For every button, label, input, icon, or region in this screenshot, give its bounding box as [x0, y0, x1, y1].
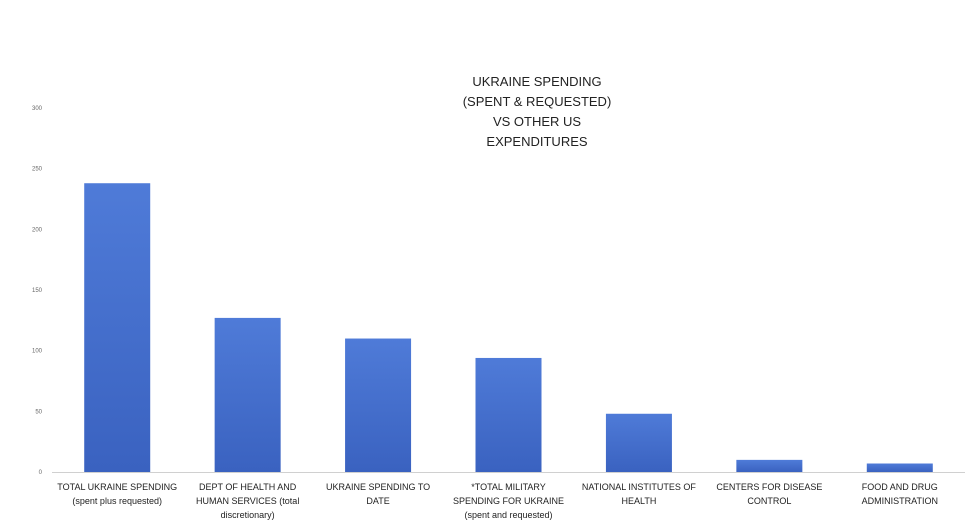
- bar: [214, 317, 281, 472]
- y-tick-label: 150: [32, 288, 43, 294]
- x-tick-label: TOTAL UKRAINE SPENDING (spent plus reques…: [57, 482, 177, 506]
- bar: [84, 183, 151, 472]
- x-tick-label-line: *TOTAL MILITARY: [471, 482, 546, 492]
- x-tick-label-line: DATE: [366, 496, 389, 506]
- y-tick-label: 100: [32, 349, 43, 355]
- y-tick-label: 50: [35, 409, 42, 415]
- x-tick-label: NATIONAL INSTITUTES OF HEALTH: [582, 482, 697, 506]
- x-tick-label-line: TOTAL UKRAINE SPENDING: [57, 482, 177, 492]
- bar: [345, 338, 412, 472]
- x-tick-label-line: HEALTH: [622, 496, 657, 506]
- x-tick-label: *TOTAL MILITARY SPENDING FOR UKRAINE (spen…: [453, 482, 564, 520]
- y-tick-label: 300: [32, 106, 43, 112]
- x-tick-label-line: ADMINISTRATION: [862, 496, 938, 506]
- bars: [84, 183, 933, 472]
- chart-title-line: VS OTHER US: [493, 114, 581, 129]
- x-tick-label-line: (spent plus requested): [72, 496, 162, 506]
- chart-title-line: UKRAINE SPENDING: [472, 74, 601, 89]
- chart-title-line: EXPENDITURES: [486, 134, 587, 149]
- bar: [736, 459, 803, 472]
- x-tick-label-line: NATIONAL INSTITUTES OF: [582, 482, 697, 492]
- y-tick-label: 200: [32, 227, 43, 233]
- bar: [866, 463, 933, 472]
- y-tick-label: 0: [39, 470, 43, 476]
- x-tick-label-line: SPENDING FOR UKRAINE: [453, 496, 564, 506]
- x-tick-label-line: HUMAN SERVICES (total: [196, 496, 299, 506]
- y-tick-label: 250: [32, 167, 43, 173]
- x-axis: TOTAL UKRAINE SPENDING (spent plus reques…: [57, 482, 938, 520]
- x-tick-label: FOOD AND DRUG ADMINISTRATION: [862, 482, 938, 506]
- chart-title-line: (SPENT & REQUESTED): [463, 94, 612, 109]
- x-tick-label-line: CENTERS FOR DISEASE: [716, 482, 822, 492]
- x-tick-label-line: UKRAINE SPENDING TO: [326, 482, 430, 492]
- x-tick-label-line: CONTROL: [747, 496, 791, 506]
- bar: [605, 413, 672, 472]
- x-tick-label-line: discretionary): [221, 510, 275, 520]
- x-tick-label: DEPT OF HEALTH AND HUMAN SERVICES (total d…: [196, 482, 299, 520]
- x-tick-label-line: FOOD AND DRUG: [862, 482, 938, 492]
- bar: [475, 357, 542, 472]
- x-tick-label: CENTERS FOR DISEASE CONTROL: [716, 482, 822, 506]
- x-tick-label: UKRAINE SPENDING TO DATE: [326, 482, 430, 506]
- x-tick-label-line: DEPT OF HEALTH AND: [199, 482, 297, 492]
- x-tick-label-line: (spent and requested): [464, 510, 552, 520]
- chart-title: UKRAINE SPENDING (SPENT & REQUESTED) VS OT…: [463, 74, 612, 149]
- y-axis: 0 50 100 150 200 250 300: [32, 106, 43, 476]
